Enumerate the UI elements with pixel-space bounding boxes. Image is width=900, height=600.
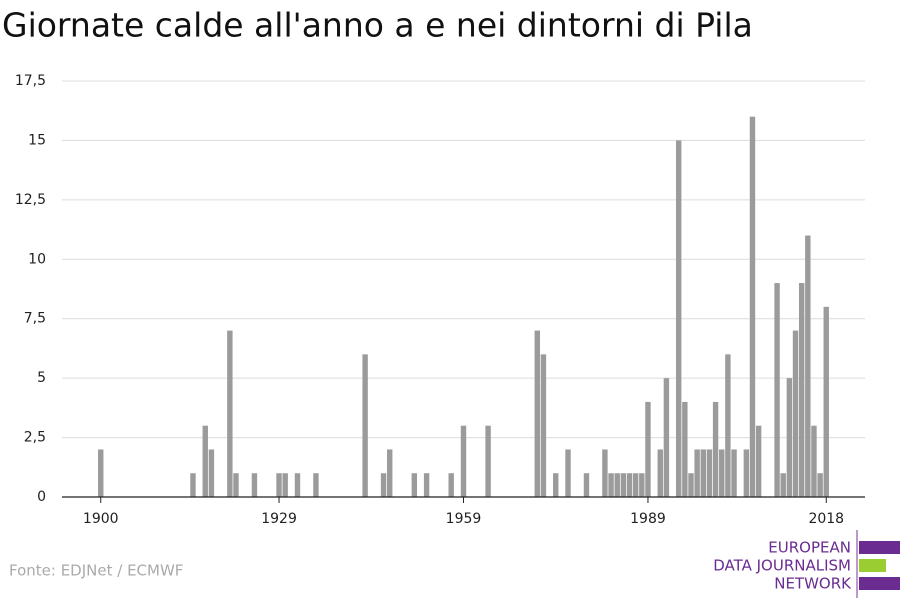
bar xyxy=(663,378,670,497)
bar xyxy=(602,449,608,497)
bar xyxy=(823,306,829,497)
bar xyxy=(553,473,559,497)
bar xyxy=(688,473,694,497)
x-tick-label: 1900 xyxy=(83,511,119,527)
bar xyxy=(460,425,467,497)
bar xyxy=(313,473,319,497)
bar xyxy=(700,449,706,497)
bar xyxy=(540,354,547,497)
bar xyxy=(657,449,663,497)
bar xyxy=(362,354,368,497)
bar xyxy=(534,330,540,497)
logo-bar xyxy=(859,541,900,554)
y-tick-label: 0 xyxy=(37,489,46,505)
bar xyxy=(565,449,571,497)
y-tick-label: 10 xyxy=(28,251,46,267)
bar xyxy=(780,473,786,497)
x-tick-label: 2018 xyxy=(808,511,844,527)
bar xyxy=(276,473,282,497)
bar xyxy=(614,473,620,497)
x-tick-label: 1929 xyxy=(261,511,297,527)
y-tick-label: 5 xyxy=(37,370,46,386)
bar xyxy=(811,425,817,497)
bar xyxy=(294,473,301,497)
y-tick-label: 7,5 xyxy=(24,311,46,327)
logo-text: DATA JOURNALISM xyxy=(713,557,851,575)
bar xyxy=(682,401,688,497)
source: Fonte: EDJNet / ECMWF xyxy=(9,562,183,580)
bar xyxy=(98,449,104,497)
bar xyxy=(805,235,811,497)
bar xyxy=(712,401,719,497)
bar xyxy=(233,473,239,497)
logo-bar xyxy=(859,559,886,572)
bar xyxy=(190,473,196,497)
bar xyxy=(817,473,823,497)
bar xyxy=(694,449,700,497)
logo-text: NETWORK xyxy=(774,575,852,593)
bar xyxy=(626,473,633,497)
bar xyxy=(749,116,756,498)
bar xyxy=(282,473,288,497)
bar xyxy=(731,449,737,497)
bar xyxy=(755,425,762,497)
bar xyxy=(485,425,491,497)
logo-bar xyxy=(859,577,900,590)
bar xyxy=(251,473,258,497)
bar xyxy=(706,449,713,497)
bar xyxy=(448,473,454,497)
bar xyxy=(645,401,651,497)
chart-title: Giornate calde all'anno a e nei dintorni… xyxy=(2,6,753,45)
bar xyxy=(423,473,430,497)
bar xyxy=(786,378,793,497)
bar xyxy=(743,449,750,497)
bar xyxy=(380,473,387,497)
bar xyxy=(719,449,725,497)
bar xyxy=(639,473,645,497)
y-tick-label: 17,5 xyxy=(15,73,46,89)
bar xyxy=(583,473,590,497)
bar xyxy=(774,283,780,497)
y-tick-label: 15 xyxy=(28,132,46,148)
bar xyxy=(792,330,799,497)
bar xyxy=(798,283,805,497)
bar xyxy=(387,449,393,497)
y-tick-label: 2,5 xyxy=(24,430,46,446)
bar xyxy=(725,354,731,497)
bar xyxy=(675,140,682,497)
bar xyxy=(227,330,233,497)
bar xyxy=(411,473,418,497)
bar xyxy=(608,473,614,497)
logo-text: EUROPEAN xyxy=(768,539,851,557)
bar xyxy=(620,473,627,497)
y-tick-label: 12,5 xyxy=(15,192,46,208)
bar xyxy=(208,449,215,497)
x-tick-label: 1989 xyxy=(630,511,666,527)
x-tick-label: 1959 xyxy=(446,511,482,527)
bar xyxy=(202,425,208,497)
bar xyxy=(632,473,639,497)
